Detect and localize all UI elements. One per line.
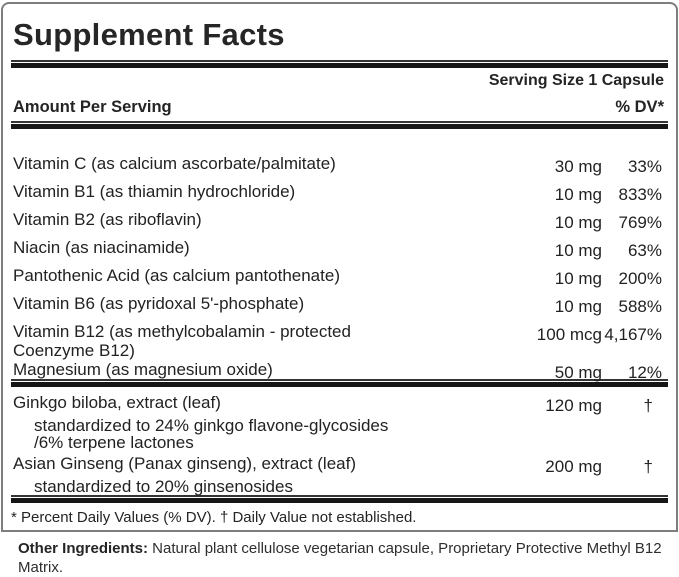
- nutrient-table: Vitamin C (as calcium ascorbate/palmitat…: [3, 129, 676, 382]
- herbal-dv-dagger: †: [643, 396, 653, 415]
- other-ingredients-label: Other Ingredients:: [18, 540, 149, 557]
- table-row: Ginkgo biloba, extract (leaf) 120 mg †: [13, 393, 662, 415]
- nutrient-name: Niacin (as niacinamide): [13, 238, 190, 257]
- nutrient-dv: 33%: [627, 157, 662, 176]
- herbal-name: Asian Ginseng (Panax ginseng), extract (…: [13, 454, 357, 473]
- nutrient-amount: 10 mg: [554, 269, 602, 288]
- table-header-row: Amount Per Serving % DV*: [3, 98, 676, 116]
- thick-rule-header: [11, 121, 668, 129]
- herbal-note: standardized to 20% ginsenosides: [34, 477, 293, 496]
- herbal-amount: 200 mg: [545, 457, 602, 476]
- nutrient-name: Pantothenic Acid (as calcium pantothenat…: [13, 266, 340, 285]
- thick-rule-footnote: [11, 495, 668, 503]
- nutrient-name: Magnesium (as magnesium oxide): [13, 360, 273, 379]
- nutrient-amount: 10 mg: [554, 185, 602, 204]
- nutrient-amount: 10 mg: [554, 241, 602, 260]
- dv-header: % DV*: [615, 98, 664, 116]
- serving-size: Serving Size 1 Capsule: [488, 72, 664, 89]
- nutrient-dv: 4,167%: [604, 325, 662, 344]
- nutrient-name: Vitamin B1 (as thiamin hydrochloride): [13, 182, 296, 201]
- nutrient-name: Vitamin C (as calcium ascorbate/palmitat…: [13, 154, 336, 173]
- table-row: Vitamin C (as calcium ascorbate/palmitat…: [13, 154, 662, 176]
- herbal-table: Ginkgo biloba, extract (leaf) 120 mg † s…: [3, 387, 676, 495]
- table-row: Vitamin B2 (as riboflavin) 10 mg 769%: [13, 210, 662, 232]
- nutrient-amount: 50 mg: [554, 363, 602, 382]
- table-row: Pantothenic Acid (as calcium pantothenat…: [13, 266, 662, 288]
- nutrient-dv: 200%: [618, 269, 662, 288]
- nutrient-dv: 63%: [627, 241, 662, 260]
- nutrient-name: Vitamin B2 (as riboflavin): [13, 210, 202, 229]
- herbal-dv-dagger: †: [643, 457, 653, 476]
- nutrient-dv: 588%: [618, 297, 662, 316]
- nutrient-name: Vitamin B6 (as pyridoxal 5'-phosphate): [13, 294, 305, 313]
- table-row: Vitamin B12 (as methylcobalamin - protec…: [13, 322, 662, 360]
- panel-title: Supplement Facts: [13, 17, 285, 52]
- nutrient-amount: 10 mg: [554, 297, 602, 316]
- table-row: Asian Ginseng (Panax ginseng), extract (…: [13, 454, 662, 476]
- nutrient-dv: 769%: [618, 213, 662, 232]
- herbal-note: standardized to 24% ginkgo flavone-glyco…: [34, 416, 389, 452]
- herbal-amount: 120 mg: [545, 396, 602, 415]
- footnote: * Percent Daily Values (% DV). † Daily V…: [11, 509, 417, 526]
- supplement-facts-panel: Supplement Facts Serving Size 1 Capsule …: [1, 2, 678, 532]
- table-row: Vitamin B1 (as thiamin hydrochloride) 10…: [13, 182, 662, 204]
- table-row: Vitamin B6 (as pyridoxal 5'-phosphate) 1…: [13, 294, 662, 316]
- nutrient-dv: 833%: [618, 185, 662, 204]
- herbal-name: Ginkgo biloba, extract (leaf): [13, 393, 221, 412]
- thick-rule-herbal: [11, 379, 668, 387]
- nutrient-amount: 30 mg: [554, 157, 602, 176]
- nutrient-amount: 100 mcg: [536, 325, 602, 344]
- amount-per-serving-header: Amount Per Serving: [13, 98, 172, 116]
- nutrient-dv: 12%: [627, 363, 662, 382]
- other-ingredients: Other Ingredients: Natural plant cellulo…: [18, 539, 673, 577]
- other-ingredients-text: Natural plant cellulose vegetarian capsu…: [18, 540, 662, 576]
- table-row: Magnesium (as magnesium oxide) 50 mg 12%: [13, 360, 662, 382]
- nutrient-amount: 10 mg: [554, 213, 602, 232]
- thick-rule-top: [11, 60, 668, 68]
- nutrient-name: Vitamin B12 (as methylcobalamin - protec…: [13, 322, 351, 360]
- table-row: Niacin (as niacinamide) 10 mg 63%: [13, 238, 662, 260]
